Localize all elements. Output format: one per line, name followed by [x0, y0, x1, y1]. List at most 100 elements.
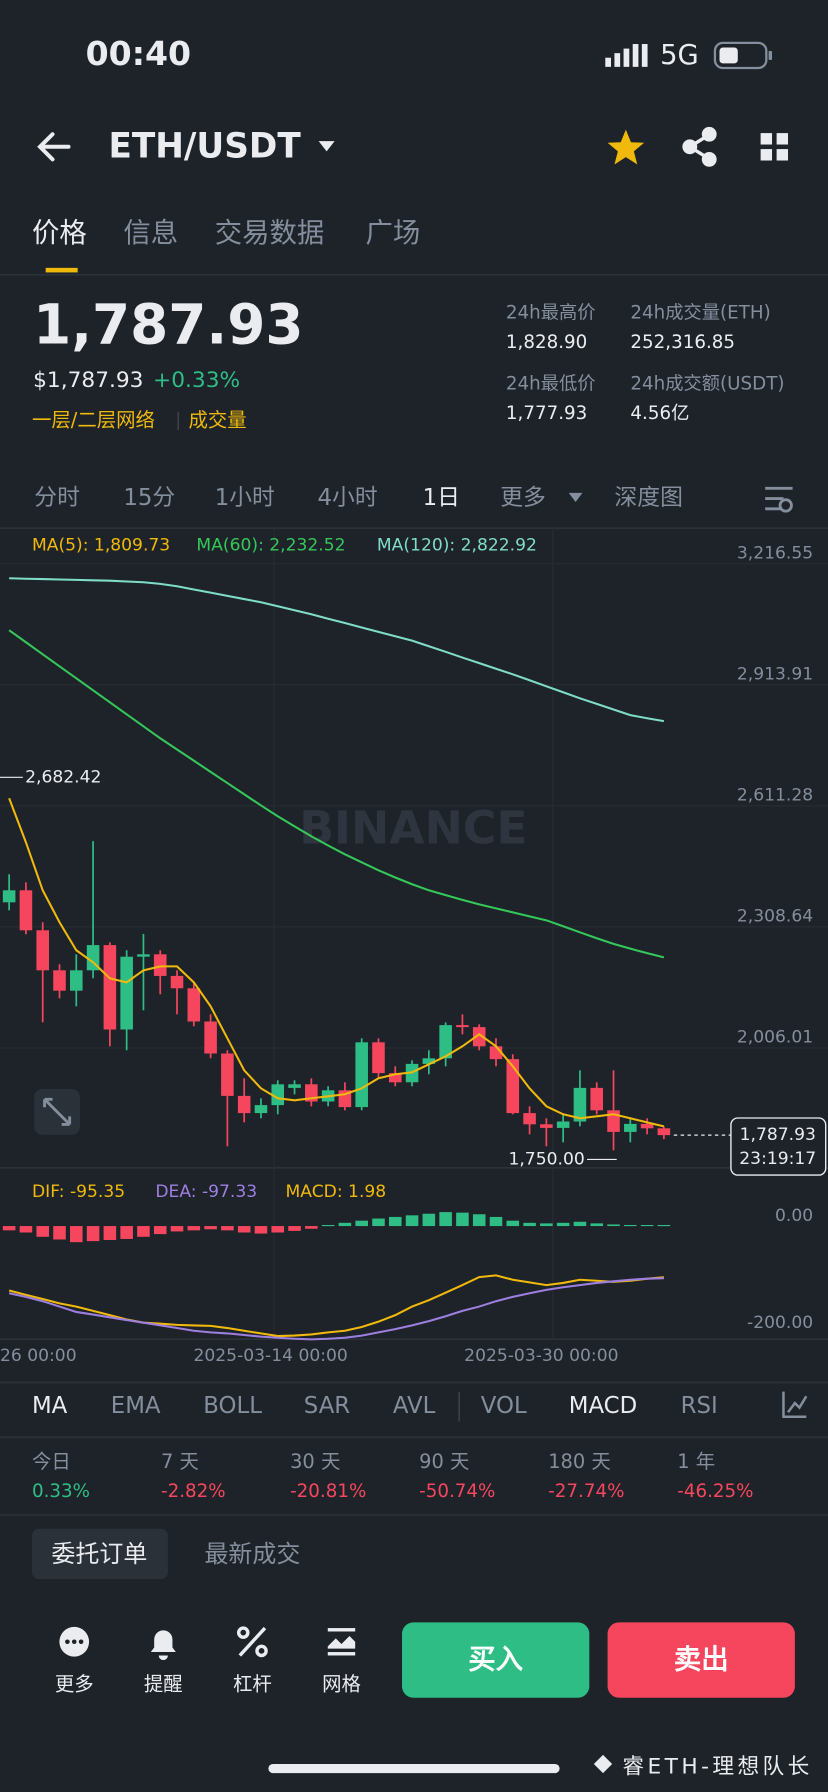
tab[interactable]: 广场 [365, 218, 420, 249]
interval-tab[interactable]: 深度图 [614, 485, 682, 511]
chart-settings[interactable] [765, 486, 793, 511]
period-change: 0.33% [32, 1481, 90, 1502]
macd-line [8, 1277, 664, 1341]
price-change: +0.33% [153, 368, 240, 393]
tag[interactable]: 一层/二层网络 [32, 408, 155, 431]
macd-bar [388, 1216, 402, 1227]
macd-bar [590, 1223, 604, 1227]
period-change: -27.74% [548, 1481, 624, 1502]
candle-body [120, 956, 133, 1030]
macd-bar [120, 1226, 133, 1239]
interval-tab[interactable]: 更多 [500, 485, 546, 511]
tool-label[interactable]: 更多 [55, 1673, 94, 1696]
macd-legend: DEA: -97.33 [155, 1182, 257, 1202]
indicator-tab[interactable]: EMA [111, 1393, 161, 1419]
interval-tab[interactable]: 1小时 [215, 485, 275, 511]
tool-label[interactable]: 杠杆 [233, 1673, 272, 1696]
indicator-settings[interactable] [782, 1391, 808, 1419]
order-tab-active[interactable] [31, 1528, 168, 1579]
candle-body [36, 930, 49, 971]
candle-body [271, 1084, 285, 1106]
macd-bar [657, 1224, 671, 1227]
period-label: 90 天 [419, 1450, 469, 1473]
network-label: 5G [660, 40, 699, 71]
current-price-box [730, 1117, 827, 1176]
more-icon [59, 1626, 90, 1657]
macd-bar [103, 1226, 117, 1241]
pair-dropdown[interactable] [318, 141, 335, 152]
low-marker-label: 1,750.00 [508, 1149, 584, 1169]
macd-bar [254, 1226, 268, 1234]
candle-body [19, 890, 33, 931]
interval-tab[interactable]: 15分 [123, 485, 175, 511]
tool-label[interactable]: 提醒 [144, 1673, 183, 1696]
indicator-tab[interactable]: MACD [569, 1393, 637, 1419]
macd-bar [338, 1222, 352, 1227]
macd-bar [2, 1226, 16, 1231]
status-time: 00:40 [86, 34, 191, 73]
indicator-tab[interactable]: AVL [393, 1393, 436, 1419]
buy-button[interactable] [402, 1622, 590, 1698]
period-change: -2.82% [161, 1481, 226, 1502]
macd-bar [237, 1226, 251, 1233]
home-indicator [268, 1763, 560, 1774]
back-button[interactable] [37, 132, 71, 162]
tab[interactable]: 信息 [123, 218, 178, 249]
stat-value: 252,316.85 [630, 332, 735, 353]
macd-bar [271, 1226, 285, 1233]
period-change: -46.25% [677, 1481, 753, 1502]
tool-label[interactable]: 网格 [322, 1673, 361, 1696]
candle-body [53, 970, 66, 991]
ma-line [9, 577, 665, 723]
macd-bar [573, 1221, 587, 1227]
chart-settings-gear [778, 498, 793, 513]
grid-menu[interactable] [760, 133, 789, 161]
tab[interactable]: 价格 [32, 218, 87, 249]
tag[interactable]: 成交量 [188, 408, 246, 431]
indicator-tab[interactable]: BOLL [203, 1393, 262, 1419]
candle-body [388, 1073, 402, 1083]
interval-tab[interactable]: 4小时 [317, 485, 377, 511]
indicator-tab[interactable]: MA [32, 1393, 68, 1419]
macd-bar [556, 1222, 570, 1227]
period-label: 今日 [32, 1450, 71, 1473]
x-tick-label: 2025-03-14 00:00 [194, 1346, 348, 1366]
ma-legend: MA(5): 1,809.73 [32, 535, 170, 555]
pair-title[interactable]: ETH/USDT [108, 126, 301, 166]
indicator-tab[interactable]: RSI [681, 1393, 718, 1419]
interval-tab[interactable]: 分时 [34, 485, 80, 511]
candle-body [439, 1025, 452, 1059]
expand-icon [43, 1097, 72, 1126]
macd-bar [204, 1226, 217, 1230]
alert-icon [150, 1630, 176, 1661]
macd-bar [355, 1220, 368, 1227]
macd-legend: DIF: -95.35 [32, 1182, 125, 1202]
period-change: -20.81% [290, 1481, 366, 1502]
interval-tab[interactable]: 1日 [423, 485, 460, 511]
candle-body [556, 1121, 570, 1128]
candle-body [472, 1027, 486, 1047]
signal-icon [605, 44, 648, 67]
candle-body [372, 1042, 385, 1074]
macd-bar [321, 1224, 335, 1227]
candle-body [506, 1059, 520, 1114]
period-label: 7 天 [161, 1450, 199, 1473]
order-tab[interactable]: 委托订单 [51, 1540, 147, 1568]
macd-bar [523, 1222, 536, 1227]
sell-button[interactable] [607, 1622, 795, 1698]
indicator-tab[interactable]: SAR [304, 1393, 351, 1419]
macd-bar [137, 1226, 150, 1237]
macd-bar [36, 1226, 49, 1237]
share-button[interactable] [682, 126, 717, 167]
candle-body [70, 970, 83, 991]
tab[interactable]: 交易数据 [215, 218, 325, 249]
period-label: 180 天 [548, 1450, 611, 1473]
order-tab[interactable]: 最新成交 [204, 1540, 300, 1568]
favorite-star[interactable] [607, 129, 645, 165]
indicator-tab[interactable]: VOL [481, 1393, 527, 1419]
period-label: 1 年 [677, 1450, 715, 1473]
last-price: 1,787.93 [33, 293, 303, 357]
